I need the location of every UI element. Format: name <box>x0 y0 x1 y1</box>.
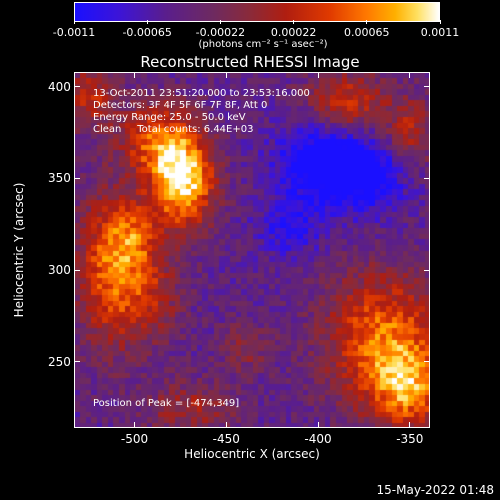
y-tick-mark <box>74 86 80 88</box>
x-tick-mark <box>134 72 136 78</box>
colorbar-tick-label: 0.00022 <box>270 26 317 39</box>
x-tick-mark <box>134 422 136 428</box>
heatmap-image <box>75 73 429 427</box>
x-tick-label: -450 <box>212 432 240 446</box>
y-tick-label: 300 <box>48 263 71 278</box>
y-tick-mark <box>424 269 430 271</box>
x-tick-mark <box>225 422 227 428</box>
colorbar-tick-label: -0.00022 <box>195 26 246 39</box>
x-tick-mark <box>409 72 411 78</box>
y-tick-label: 400 <box>48 79 71 94</box>
annotation-counts: Clean Total counts: 6.44E+03 <box>93 124 254 135</box>
y-tick-label: 250 <box>48 354 71 369</box>
plot-area: 13-Oct-2011 23:51:20.000 to 23:53:16.000… <box>74 72 430 428</box>
colorbar-tick <box>366 20 368 24</box>
annotation-peak-position: Position of Peak = [-474,349] <box>93 398 240 409</box>
colorbar-units: (photons cm⁻² s⁻¹ asec⁻²) <box>198 39 328 50</box>
annotation-energy-range: Energy Range: 25.0 - 50.0 keV <box>93 112 246 123</box>
y-axis-label: Heliocentric Y (arcsec) <box>12 182 26 318</box>
colorbar <box>74 2 440 22</box>
colorbar-tick-label: 0.00065 <box>344 26 390 39</box>
y-tick-mark <box>74 177 80 179</box>
colorbar-tick-label: -0.00065 <box>122 26 172 39</box>
annotation-detectors: Detectors: 3F 4F 5F 6F 7F 8F, Att 0 <box>93 100 268 111</box>
x-tick-mark <box>317 72 319 78</box>
y-tick-mark <box>424 86 430 88</box>
annotation-time-range: 13-Oct-2011 23:51:20.000 to 23:53:16.000 <box>93 88 310 99</box>
colorbar-gradient <box>75 3 439 21</box>
x-tick-label: -500 <box>120 432 149 446</box>
footer-timestamp: 15-May-2022 01:48 <box>376 483 494 497</box>
colorbar-tick-label: 0.0011 <box>420 26 460 39</box>
x-tick-mark <box>225 72 227 78</box>
x-tick-mark <box>317 422 319 428</box>
y-tick-mark <box>74 269 80 271</box>
y-tick-mark <box>424 361 430 363</box>
x-tick-mark <box>409 422 411 428</box>
x-tick-label: -400 <box>304 432 332 446</box>
y-tick-label: 350 <box>48 171 71 186</box>
y-tick-mark <box>424 177 430 179</box>
x-tick-label: -350 <box>396 432 424 446</box>
chart-title: Reconstructed RHESSI Image <box>140 53 360 71</box>
colorbar-tick <box>73 20 75 24</box>
colorbar-tick <box>293 20 295 24</box>
colorbar-tick <box>439 20 441 24</box>
colorbar-tick <box>146 20 148 24</box>
y-tick-mark <box>74 361 80 363</box>
colorbar-tick <box>219 20 221 24</box>
x-axis-label: Heliocentric X (arcsec) <box>184 447 320 461</box>
colorbar-tick-label: -0.0011 <box>52 26 96 39</box>
